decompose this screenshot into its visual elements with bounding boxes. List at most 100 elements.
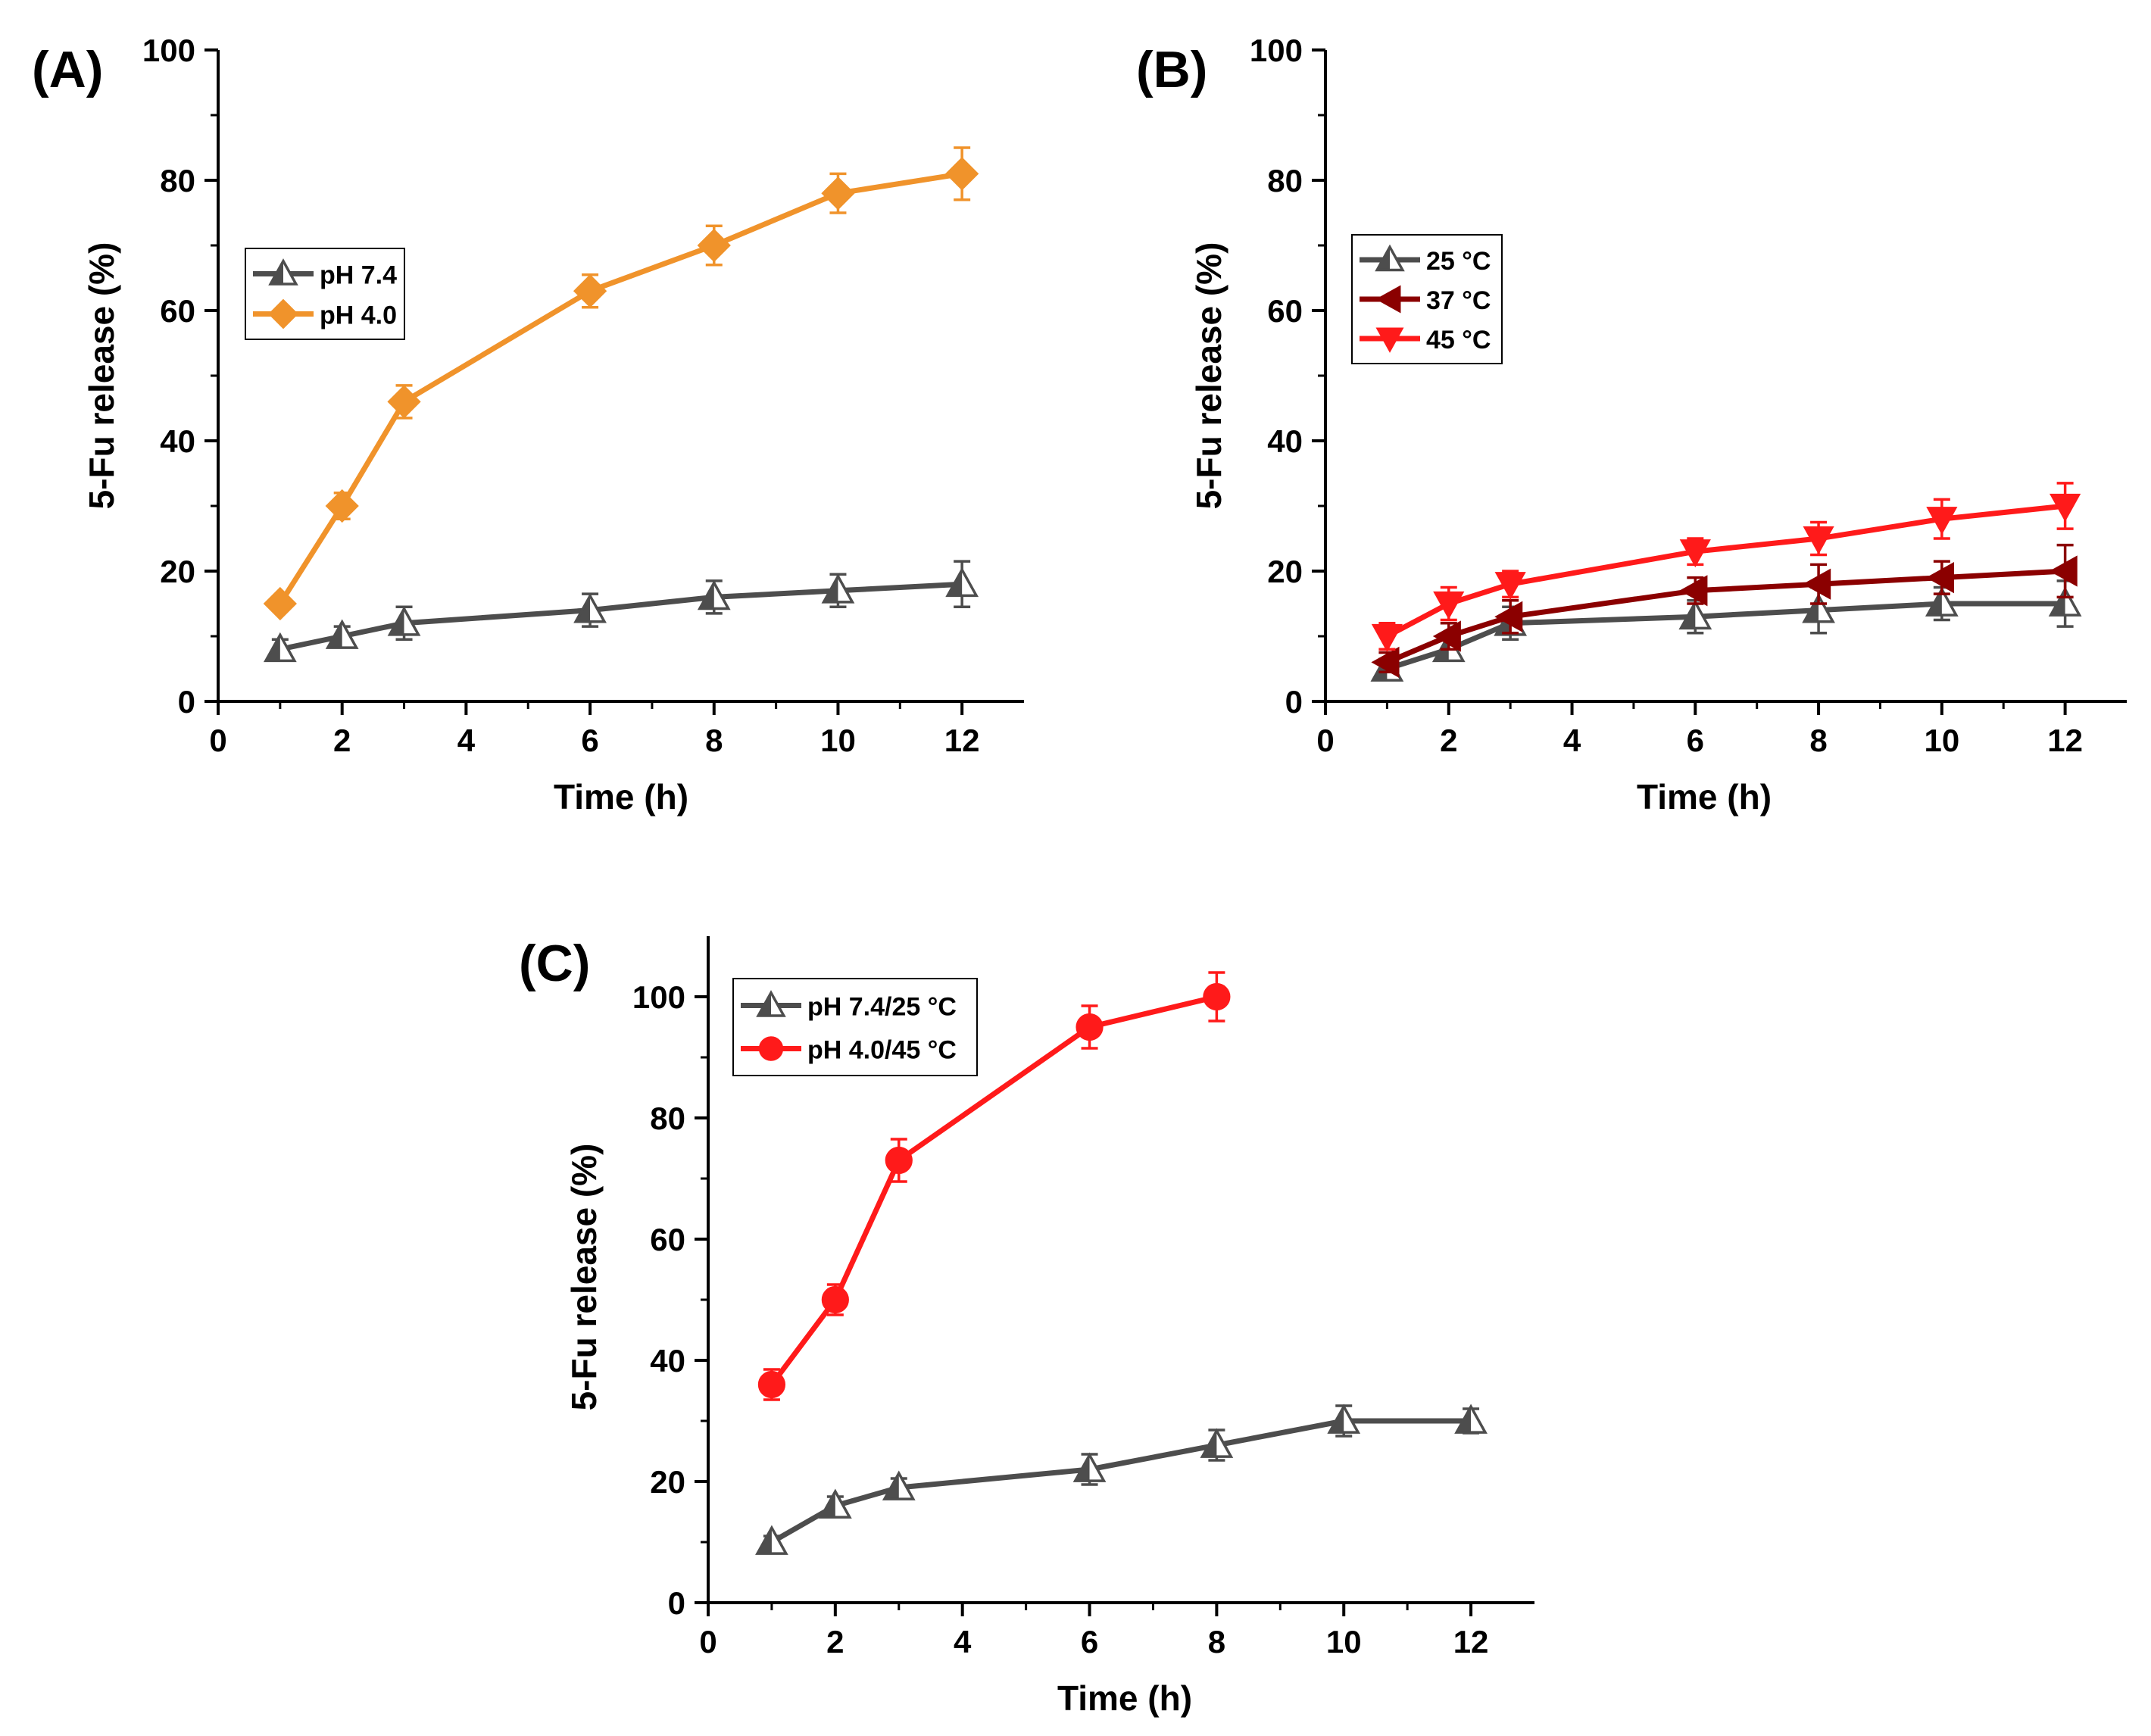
x-tick-label: 0 — [1316, 723, 1334, 758]
data-point — [573, 593, 607, 623]
y-tick-label: 0 — [178, 684, 195, 720]
x-tick-label: 10 — [820, 723, 856, 758]
y-axis-label: 5-Fu release (%) — [564, 1144, 604, 1411]
marker-outline — [821, 573, 855, 604]
series-line — [277, 170, 963, 605]
data-point — [2049, 555, 2078, 587]
data-point — [1076, 1013, 1104, 1041]
legend-marker — [268, 298, 298, 329]
x-tick-label: 4 — [954, 1624, 972, 1660]
series-0 — [755, 1403, 1488, 1555]
x-tick-label: 12 — [2047, 723, 2083, 758]
legend-marker — [1375, 327, 1404, 353]
marker-outline — [755, 1525, 788, 1555]
marker-outline — [1200, 1428, 1234, 1458]
legend-item: pH 4.0 — [253, 298, 397, 330]
x-tick-label: 0 — [209, 723, 226, 758]
data-point — [1925, 562, 1954, 594]
series-2 — [1371, 482, 2081, 652]
data-point — [882, 1470, 916, 1500]
x-tick-label: 4 — [457, 723, 476, 758]
x-axis-label: Time (h) — [1637, 777, 1772, 816]
y-tick-label: 60 — [160, 293, 195, 329]
legend-label: 25 °C — [1426, 247, 1491, 276]
y-tick-label: 20 — [160, 554, 195, 589]
data-point — [821, 176, 855, 211]
y-tick-label: 80 — [1267, 163, 1303, 198]
marker-outline — [756, 990, 786, 1017]
data-point — [945, 157, 979, 191]
y-tick-label: 100 — [632, 979, 685, 1015]
y-tick-label: 20 — [650, 1464, 685, 1500]
data-point — [1072, 1452, 1107, 1482]
x-tick-label: 6 — [1687, 723, 1704, 758]
legend: 25 °C 37 °C 45 °C — [1351, 234, 1503, 364]
data-point — [1200, 1428, 1234, 1458]
y-tick-label: 20 — [1267, 554, 1303, 589]
data-point — [1494, 601, 1523, 632]
y-tick-label: 40 — [1267, 423, 1303, 459]
data-point — [1925, 586, 1959, 617]
data-point — [1432, 620, 1461, 652]
legend-label: pH 4.0/45 °C — [807, 1036, 957, 1065]
panel-label: (B) — [1136, 41, 1207, 98]
marker-outline — [697, 579, 731, 610]
legend-item: pH 7.4 — [253, 258, 397, 290]
legend-item: pH 4.0/45 °C — [741, 1036, 957, 1065]
data-point — [1371, 623, 1403, 652]
panel-label: (C) — [519, 935, 590, 992]
data-point — [1803, 526, 1834, 554]
data-point — [697, 579, 731, 610]
marker-outline — [945, 567, 979, 598]
x-tick-label: 6 — [581, 723, 598, 758]
data-point — [1203, 982, 1231, 1011]
data-point — [573, 274, 607, 308]
legend-marker — [1375, 244, 1405, 272]
marker-outline — [2048, 586, 2082, 617]
data-point — [945, 567, 979, 598]
marker-outline — [573, 593, 607, 623]
marker-outline — [387, 606, 421, 636]
y-tick-label: 60 — [1267, 293, 1303, 329]
marker-outline — [882, 1470, 916, 1500]
y-axis-label: 5-Fu release (%) — [1189, 242, 1228, 510]
panel-label: (A) — [32, 41, 103, 98]
legend-item: pH 7.4/25 °C — [741, 990, 957, 1022]
y-tick-label: 40 — [160, 423, 195, 459]
data-point — [697, 228, 731, 263]
data-point — [1926, 507, 1958, 535]
data-point — [387, 606, 421, 636]
marker-outline — [1678, 599, 1712, 630]
data-point — [1679, 539, 1711, 568]
chart-panel-c: 0 2 4 6 8 10 12 0 20 40 60 80 100 Time (h) 5-Fu releas… — [519, 935, 1534, 1718]
series-0 — [263, 560, 979, 663]
y-axis-label: 5-Fu release (%) — [82, 242, 121, 510]
legend-label: 45 °C — [1426, 326, 1491, 354]
marker-outline — [1327, 1403, 1361, 1434]
data-point — [757, 1370, 786, 1399]
x-axis-label: Time (h) — [1057, 1678, 1192, 1718]
data-point — [818, 1488, 852, 1519]
legend-marker — [756, 990, 786, 1017]
series-line — [770, 1418, 1472, 1545]
legend-label: pH 7.4/25 °C — [807, 993, 957, 1022]
y-tick-label: 40 — [650, 1343, 685, 1378]
y-tick-label: 0 — [1285, 684, 1303, 720]
data-point — [387, 385, 421, 419]
data-point — [1679, 575, 1708, 607]
chart-panel-b: 0 2 4 6 8 10 12 0 20 40 60 80 100 Time (h) 5-Fu releas… — [1136, 33, 2127, 816]
x-tick-label: 2 — [826, 1624, 844, 1660]
series-1 — [757, 971, 1231, 1401]
x-tick-label: 10 — [1326, 1624, 1362, 1660]
x-tick-label: 6 — [1081, 1624, 1098, 1660]
data-point — [1454, 1403, 1488, 1434]
data-point — [263, 632, 297, 663]
x-tick-label: 4 — [1563, 723, 1581, 758]
marker-outline — [1375, 244, 1405, 272]
x-tick-label: 2 — [333, 723, 351, 758]
marker-outline — [818, 1488, 852, 1519]
x-tick-label: 12 — [1453, 1624, 1489, 1660]
data-point — [885, 1146, 913, 1175]
legend: pH 7.4 pH 4.0 — [245, 248, 405, 340]
